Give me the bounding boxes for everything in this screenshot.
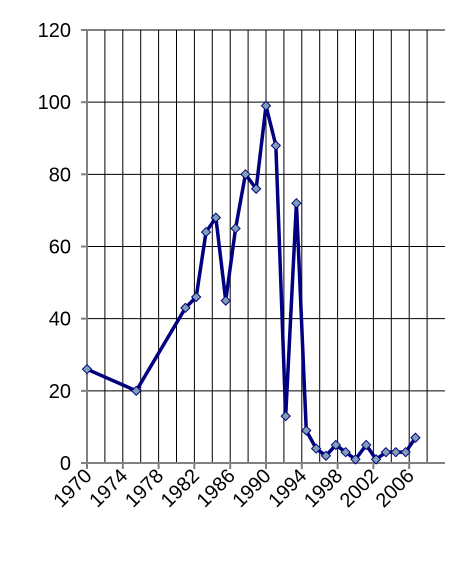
x-tick-label: 1978	[121, 465, 168, 512]
data-point	[240, 169, 251, 180]
data-point	[390, 446, 401, 458]
data-point	[81, 363, 93, 375]
x-tick-label: 1986	[193, 465, 240, 512]
data-point	[380, 446, 392, 458]
data-point	[280, 410, 291, 422]
x-tick-label: 1970	[50, 465, 97, 512]
data-point	[250, 183, 262, 194]
y-tick-label: 40	[49, 309, 71, 331]
y-tick-label: 60	[49, 237, 71, 259]
data-point	[200, 226, 212, 238]
data-point	[270, 140, 282, 151]
y-tick-label: 20	[49, 381, 71, 403]
data-point	[370, 454, 382, 465]
data-point	[220, 295, 231, 306]
data-point	[291, 197, 302, 209]
x-tick-label: 2002	[336, 465, 383, 512]
x-tick-label: 1998	[300, 465, 347, 512]
data-point	[260, 100, 272, 111]
y-tick-label: 0	[60, 453, 71, 475]
data-point	[190, 291, 202, 303]
data-point	[340, 446, 351, 458]
data-point	[310, 443, 322, 454]
data-line	[86, 104, 417, 462]
data-point	[180, 302, 191, 314]
data-point	[361, 439, 372, 451]
data-point	[301, 425, 312, 436]
x-tick-label: 1974	[85, 465, 132, 512]
y-tick-label: 120	[38, 20, 71, 42]
data-point	[320, 450, 332, 461]
data-point	[400, 446, 411, 458]
x-tick-label: 2006	[372, 465, 419, 512]
data-point	[350, 454, 361, 465]
data-point	[131, 385, 142, 397]
data-point	[230, 223, 241, 234]
x-tick-label: 1994	[264, 465, 311, 512]
data-point	[210, 212, 222, 223]
x-tick-label: 1990	[229, 465, 276, 512]
y-tick-label: 80	[49, 164, 71, 186]
x-tick-label: 1982	[157, 465, 204, 512]
data-point	[330, 439, 342, 451]
y-tick-label: 100	[38, 92, 71, 114]
data-point	[410, 432, 421, 443]
